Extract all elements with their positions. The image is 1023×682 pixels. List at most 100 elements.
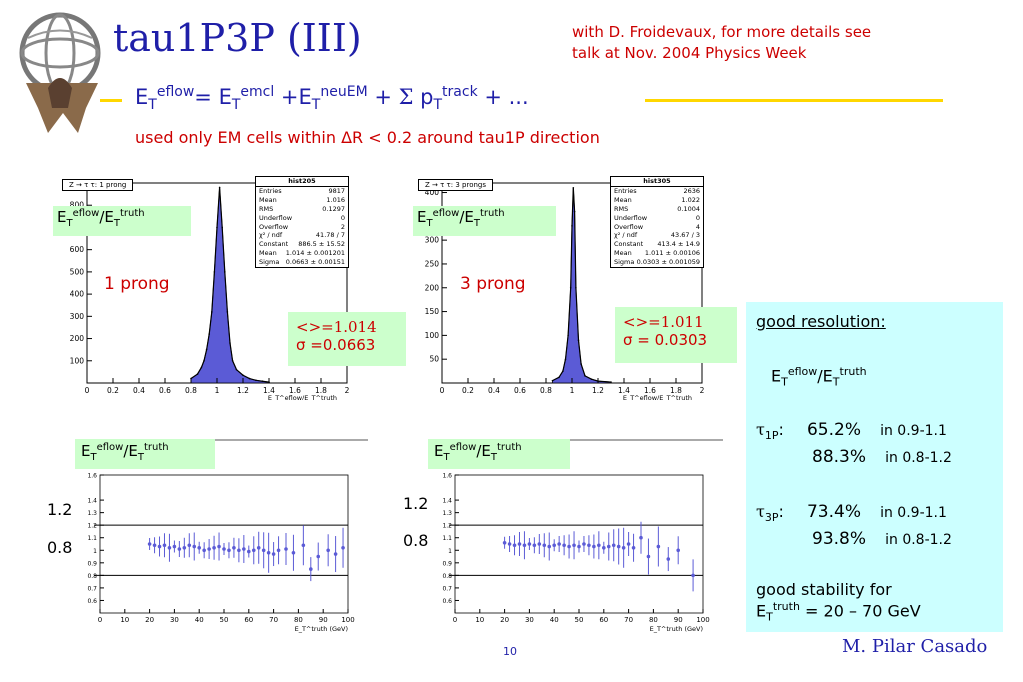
f-t3: T xyxy=(311,97,321,114)
profile1-xtick-label: 80 xyxy=(294,616,303,624)
profile1-xtick-label: 70 xyxy=(269,616,278,624)
hist1-ytick-label: 500 xyxy=(70,267,85,276)
hist1-xtick-label: 1.8 xyxy=(315,386,327,395)
rr-t: T xyxy=(766,610,773,624)
stat-key: RMS xyxy=(614,204,629,213)
l1-t: T xyxy=(66,218,73,229)
hist2-stat-row: χ² / ndf 43.67 / 3 xyxy=(611,231,703,240)
stat-value: 4 xyxy=(695,222,700,231)
profile2-point xyxy=(621,545,626,550)
tau3p-sym: τ xyxy=(756,502,765,521)
hist2-stat-row: Mean 1.022 xyxy=(611,196,703,205)
profile2-point xyxy=(592,544,596,549)
profile2-ref-high: 1.2 xyxy=(403,494,429,513)
profile2-point xyxy=(507,542,512,546)
stat-key: Sigma xyxy=(614,258,635,267)
profile2-point xyxy=(666,557,671,561)
profile2-xtick-label: 20 xyxy=(500,616,509,624)
profile2-point xyxy=(616,544,621,549)
hist2-xtick-label: 2 xyxy=(700,386,705,395)
stat-key: Underflow xyxy=(259,213,293,222)
stat-key: Mean xyxy=(614,249,632,258)
profile1-point xyxy=(271,552,276,556)
hist2-ytick-label: 150 xyxy=(425,307,440,316)
hist2-mean: <>=1.011 xyxy=(623,313,704,331)
f-emcl: emcl xyxy=(240,84,275,100)
l2-eflow: eflow xyxy=(432,208,460,219)
results-ratio: ETeflow/ETtruth xyxy=(771,365,867,389)
results-tau3p-row2: 93.8% in 0.8-1.2 xyxy=(812,529,952,549)
profile2-point xyxy=(542,543,547,548)
stat-key: Underflow xyxy=(614,213,648,222)
profile2-xtick-label: 80 xyxy=(649,616,658,624)
profile2-ytick-label: 1.6 xyxy=(442,473,452,480)
hist2-sigma: σ = 0.0303 xyxy=(623,331,708,349)
stat-key: Overflow xyxy=(614,222,644,231)
hist1-ytick-label: 800 xyxy=(70,201,85,210)
l4-eflow: eflow xyxy=(449,442,477,453)
tau1p-val-a: 65.2% xyxy=(806,420,861,440)
hist1-xtick-label: 0.8 xyxy=(185,386,197,395)
hist1-xtick-label: 1.4 xyxy=(263,386,275,395)
profile1-point xyxy=(266,550,271,555)
tau3p-range-a: in 0.9-1.1 xyxy=(880,505,947,521)
hist2-title: Z → τ τ: 3 prongs xyxy=(418,179,494,191)
hist1-stat-row: Underflow 0 xyxy=(256,214,348,223)
profile1-ytick-label: 1.3 xyxy=(87,510,97,517)
hist2-prong-label: 3 prong xyxy=(460,274,526,294)
l3-t: T xyxy=(90,452,97,463)
hist1-stat-row: Mean 1.014 ± 0.001201 xyxy=(256,249,348,258)
tau1p-val-b: 88.3% xyxy=(812,447,867,467)
profile1-point xyxy=(197,545,201,550)
profile2-point xyxy=(517,542,522,546)
profile1-point xyxy=(276,548,281,553)
profile1-point xyxy=(261,548,266,553)
profile1-ytick-label: 0.8 xyxy=(87,573,97,580)
hist1-stat-row: χ² / ndf 41.78 / 7 xyxy=(256,231,348,240)
profile1-point xyxy=(217,544,221,549)
results-tau1p-row2: 88.3% in 0.8-1.2 xyxy=(812,447,952,467)
stat-value: 0 xyxy=(695,213,700,222)
profile1-point xyxy=(222,547,226,551)
l1-t2: T xyxy=(113,218,120,229)
stat-key: RMS xyxy=(259,204,274,213)
profile2-ytick-label: 0.8 xyxy=(442,573,452,580)
l4-t2: T xyxy=(490,452,497,463)
hist1-ytick-label: 600 xyxy=(70,245,85,254)
l3-truth: truth xyxy=(143,442,169,453)
r-t: T xyxy=(781,375,788,389)
f-p: p xyxy=(413,85,434,109)
r-truth: truth xyxy=(839,365,867,378)
hist2-stat-row: Entries 2636 xyxy=(611,187,703,196)
stat-value: 0.0663 ± 0.00151 xyxy=(285,258,345,267)
hist1-xtick-label: 0.6 xyxy=(159,386,171,395)
stat-key: Entries xyxy=(614,186,637,195)
l2-t: T xyxy=(426,218,433,229)
profile1-ytick-label: 1.2 xyxy=(87,523,97,530)
profile1-xtick-label: 90 xyxy=(319,616,328,624)
l3-t2: T xyxy=(137,452,144,463)
profile1-point xyxy=(212,545,216,550)
rule-right xyxy=(645,99,943,102)
stat-key: χ² / ndf xyxy=(259,231,283,240)
f-tail: + ... xyxy=(477,85,529,109)
profile2-ytick-label: 0.6 xyxy=(442,598,452,605)
hist1-stat-row: Mean 1.016 xyxy=(256,196,348,205)
hist2-fit-box: <>=1.011 σ = 0.0303 xyxy=(615,307,737,363)
profile1-point xyxy=(232,545,236,550)
slide-title: tau1P3P (III) xyxy=(113,16,362,60)
stat-value: 1.022 xyxy=(681,195,700,204)
hist2-stat-row: Mean 1.011 ± 0.00106 xyxy=(611,249,703,258)
profile2-point xyxy=(626,542,631,546)
profile1-point xyxy=(192,544,197,549)
hist2-stat-row: Overflow 4 xyxy=(611,223,703,232)
stat-value: 2 xyxy=(340,222,345,231)
profile1-xtick-label: 40 xyxy=(195,616,204,624)
profile2-xtick-label: 10 xyxy=(475,616,484,624)
stat-key: Entries xyxy=(259,186,282,195)
profile2-point xyxy=(691,573,695,578)
hist2-ytick-label: 200 xyxy=(425,283,440,292)
profile2-xtick-label: 90 xyxy=(674,616,683,624)
profile1-point xyxy=(284,547,288,551)
